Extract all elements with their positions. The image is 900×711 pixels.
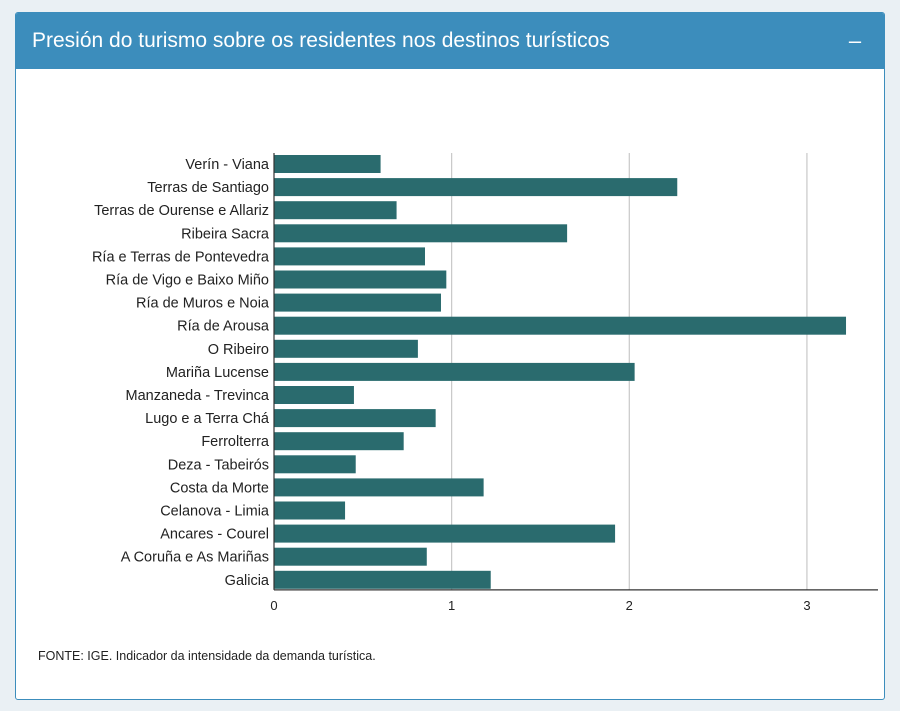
category-label: Terras de Santiago	[147, 180, 269, 196]
bar	[274, 362, 635, 381]
category-label: Deza - Tabeirós	[168, 457, 269, 473]
bar	[274, 409, 436, 428]
category-label: Costa da Morte	[170, 480, 269, 496]
bar	[274, 570, 491, 589]
category-label: Terras de Ourense e Allariz	[94, 203, 269, 219]
chart-panel: Presión do turismo sobre os residentes n…	[15, 12, 885, 700]
bar-chart: 0 1 2 3 Verín - Viana Terras de Santiago Terra…	[92, 153, 878, 613]
bar	[274, 247, 425, 266]
bar	[274, 224, 568, 243]
bar	[274, 155, 381, 173]
panel-title: Presión do turismo sobre os residentes n…	[32, 29, 610, 52]
bar	[274, 524, 616, 543]
bar	[274, 478, 484, 497]
bar	[274, 178, 678, 197]
category-label: Ría e Terras de Pontevedra	[92, 249, 270, 265]
category-label: Galicia	[225, 573, 270, 589]
category-label: O Ribeiro	[208, 342, 269, 358]
category-label: Ría de Arousa	[177, 319, 270, 335]
category-label: A Coruña e As Mariñas	[121, 550, 269, 566]
bar	[274, 270, 447, 289]
x-tick-label: 0	[270, 598, 277, 613]
bar	[274, 386, 354, 404]
category-label: Mariña Lucense	[166, 365, 269, 381]
bar	[274, 201, 397, 220]
x-tick-label: 3	[803, 598, 810, 613]
bar	[274, 547, 427, 566]
bar	[274, 501, 346, 520]
bar	[274, 432, 404, 451]
bar	[274, 293, 441, 312]
category-label: Celanova - Limia	[160, 504, 270, 520]
bar	[274, 339, 418, 358]
collapse-button[interactable]: –	[842, 28, 868, 54]
category-label: Ría de Muros e Noia	[136, 296, 270, 312]
bar	[274, 455, 356, 474]
category-label: Ribeira Sacra	[181, 226, 270, 242]
category-label: Ferrolterra	[201, 434, 270, 450]
category-label: Manzaneda - Trevinca	[126, 388, 270, 404]
category-label: Lugo e a Terra Chá	[145, 411, 270, 427]
source-note: FONTE: IGE. Indicador da intensidade da …	[38, 649, 376, 663]
x-tick-label: 1	[448, 598, 455, 613]
bar	[274, 316, 847, 335]
x-tick-label: 2	[626, 598, 633, 613]
category-label: Verín - Viana	[185, 157, 270, 173]
category-label: Ancares - Courel	[160, 527, 269, 543]
panel-header: Presión do turismo sobre os residentes n…	[16, 13, 884, 69]
category-label: Ría de Vigo e Baixo Miño	[106, 273, 269, 289]
